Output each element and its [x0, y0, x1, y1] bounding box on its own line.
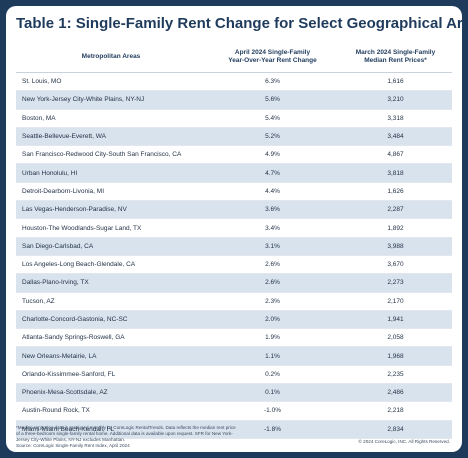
cell-median-price: 2,058	[339, 328, 452, 348]
cell-metro: New Orleans-Metairie, LA	[16, 346, 206, 366]
cell-median-price: 2,486	[339, 383, 452, 403]
cell-metro: Tucson, AZ	[16, 292, 206, 311]
header-rent-change: April 2024 Single-Family Year-Over-Year …	[206, 42, 339, 73]
table-row: Houston-The Woodlands-Sugar Land, TX 3.4%…	[16, 218, 452, 238]
table-row: New York-Jersey City-White Plains, NY-NJ…	[16, 90, 452, 110]
cell-median-price: 3,210	[339, 90, 452, 110]
cell-rent-change: -1.8%	[206, 420, 339, 439]
header-median-price-line2: Median Rent Prices*	[364, 57, 427, 64]
cell-rent-change: -1.0%	[206, 401, 339, 421]
cell-median-price: 2,287	[339, 200, 452, 220]
cell-metro: Urban Honolulu, HI	[16, 163, 206, 183]
table-row: Phoenix-Mesa-Scottsdale, AZ 0.1% 2,486	[16, 383, 452, 403]
table-row: San Francisco-Redwood City-South San Fra…	[16, 145, 452, 165]
cell-metro: Las Vegas-Henderson-Paradise, NV	[16, 200, 206, 220]
cell-rent-change: 6.3%	[206, 72, 339, 92]
cell-rent-change: 2.3%	[206, 292, 339, 311]
cell-metro: Miami-Miami Beach-Kendall, FL	[16, 420, 206, 439]
cell-metro: St. Louis, MO	[16, 72, 206, 92]
cell-median-price: 2,170	[339, 292, 452, 311]
cell-metro: Phoenix-Mesa-Scottsdale, AZ	[16, 383, 206, 403]
cell-metro: Charlotte-Concord-Gastonia, NC-SC	[16, 310, 206, 330]
cell-rent-change: 0.2%	[206, 365, 339, 385]
cell-median-price: 3,818	[339, 163, 452, 183]
table-row: St. Louis, MO 6.3% 1,616	[16, 72, 452, 92]
cell-metro: Houston-The Woodlands-Sugar Land, TX	[16, 218, 206, 238]
cell-median-price: 2,218	[339, 401, 452, 421]
header-median-price-line1: March 2024 Single-Family	[355, 48, 436, 56]
footnote-line: Jersey City-White Plains, NY-NJ excludes…	[16, 436, 126, 442]
cell-rent-change: 3.6%	[206, 200, 339, 220]
cell-metro: Boston, MA	[16, 109, 206, 128]
cell-metro: Dallas-Plano-Irving, TX	[16, 273, 206, 293]
cell-rent-change: 0.1%	[206, 383, 339, 403]
table-row: New Orleans-Metairie, LA 1.1% 1,968	[16, 346, 452, 366]
cell-metro: Atlanta-Sandy Springs-Roswell, GA	[16, 328, 206, 348]
cell-median-price: 4,867	[339, 145, 452, 165]
cell-metro: New York-Jersey City-White Plains, NY-NJ	[16, 90, 206, 110]
cell-metro: Los Angeles-Long Beach-Glendale, CA	[16, 255, 206, 275]
table-row: Austin-Round Rock, TX -1.0% 2,218	[16, 401, 452, 421]
table-card: Table 1: Single-Family Rent Change for S…	[6, 6, 462, 452]
table-row: Miami-Miami Beach-Kendall, FL -1.8% 2,834	[16, 420, 452, 439]
cell-rent-change: 3.1%	[206, 237, 339, 256]
cell-median-price: 3,318	[339, 109, 452, 128]
table-row: Tucson, AZ 2.3% 2,170	[16, 292, 452, 311]
cell-median-price: 1,892	[339, 218, 452, 238]
cell-metro: Austin-Round Rock, TX	[16, 401, 206, 421]
table-row: San Diego-Carlsbad, CA 3.1% 3,988	[16, 237, 452, 256]
cell-rent-change: 4.9%	[206, 145, 339, 165]
cell-metro: Detroit-Dearborn-Livonia, MI	[16, 182, 206, 202]
cell-metro: Seattle-Bellevue-Everett, WA	[16, 127, 206, 147]
cell-median-price: 3,484	[339, 127, 452, 147]
cell-rent-change: 1.9%	[206, 328, 339, 348]
table-row: Detroit-Dearborn-Livonia, MI 4.4% 1,626	[16, 182, 452, 202]
table-row: Seattle-Bellevue-Everett, WA 5.2% 3,484	[16, 127, 452, 147]
copyright: © 2024 CoreLogic, INC. All Rights Reserv…	[358, 439, 450, 444]
cell-median-price: 2,834	[339, 420, 452, 439]
cell-rent-change: 5.2%	[206, 127, 339, 147]
table-row: Boston, MA 5.4% 3,318	[16, 109, 452, 128]
table-row: Las Vegas-Henderson-Paradise, NV 3.6% 2,28…	[16, 200, 452, 220]
table-row: Orlando-Kissimmee-Sanford, FL 0.2% 2,235	[16, 365, 452, 385]
page-title: Table 1: Single-Family Rent Change for S…	[16, 15, 462, 32]
table-row: Urban Honolulu, HI 4.7% 3,818	[16, 163, 452, 183]
cell-rent-change: 2.6%	[206, 273, 339, 293]
cell-rent-change: 5.6%	[206, 90, 339, 110]
cell-metro: San Francisco-Redwood City-South San Fra…	[16, 145, 206, 165]
footnote-line: of a three-bedroom single-family rental …	[16, 430, 233, 436]
cell-median-price: 3,988	[339, 237, 452, 256]
cell-rent-change: 2.6%	[206, 255, 339, 275]
cell-metro: San Diego-Carlsbad, CA	[16, 237, 206, 256]
header-rent-change-line1: April 2024 Single-Family	[234, 48, 311, 56]
table-header: Metropolitan Areas April 2024 Single-Fam…	[16, 42, 452, 73]
cell-median-price: 1,616	[339, 72, 452, 92]
footnote-line: *Median rent price data is produced mont…	[16, 425, 236, 430]
cell-rent-change: 4.7%	[206, 163, 339, 183]
cell-rent-change: 3.4%	[206, 218, 339, 238]
footnote: *Median rent price data is produced mont…	[16, 425, 316, 449]
table-row: Atlanta-Sandy Springs-Roswell, GA 1.9% 2,0…	[16, 328, 452, 348]
cell-rent-change: 1.1%	[206, 346, 339, 366]
table-row: Los Angeles-Long Beach-Glendale, CA 2.6% 3…	[16, 255, 452, 275]
footnote-source: Source: CoreLogic Single-Family Rent Ind…	[16, 442, 130, 448]
header-median-price: March 2024 Single-Family Median Rent Pri…	[339, 42, 452, 73]
cell-median-price: 3,670	[339, 255, 452, 275]
cell-median-price: 1,968	[339, 346, 452, 366]
table-row: Charlotte-Concord-Gastonia, NC-SC 2.0% 1,9…	[16, 310, 452, 330]
header-rent-change-line2: Year-Over-Year Rent Change	[228, 57, 317, 64]
cell-metro: Orlando-Kissimmee-Sanford, FL	[16, 365, 206, 385]
rent-change-table: Metropolitan Areas April 2024 Single-Fam…	[16, 42, 452, 439]
cell-median-price: 2,235	[339, 365, 452, 385]
cell-median-price: 1,626	[339, 182, 452, 202]
header-metro: Metropolitan Areas	[16, 42, 206, 73]
table-row: Dallas-Plano-Irving, TX 2.6% 2,273	[16, 273, 452, 293]
cell-median-price: 2,273	[339, 273, 452, 293]
table-body: St. Louis, MO 6.3% 1,616 New York-Jersey C…	[16, 72, 452, 439]
cell-rent-change: 4.4%	[206, 182, 339, 202]
cell-rent-change: 2.0%	[206, 310, 339, 330]
cell-median-price: 1,941	[339, 310, 452, 330]
cell-rent-change: 5.4%	[206, 109, 339, 128]
